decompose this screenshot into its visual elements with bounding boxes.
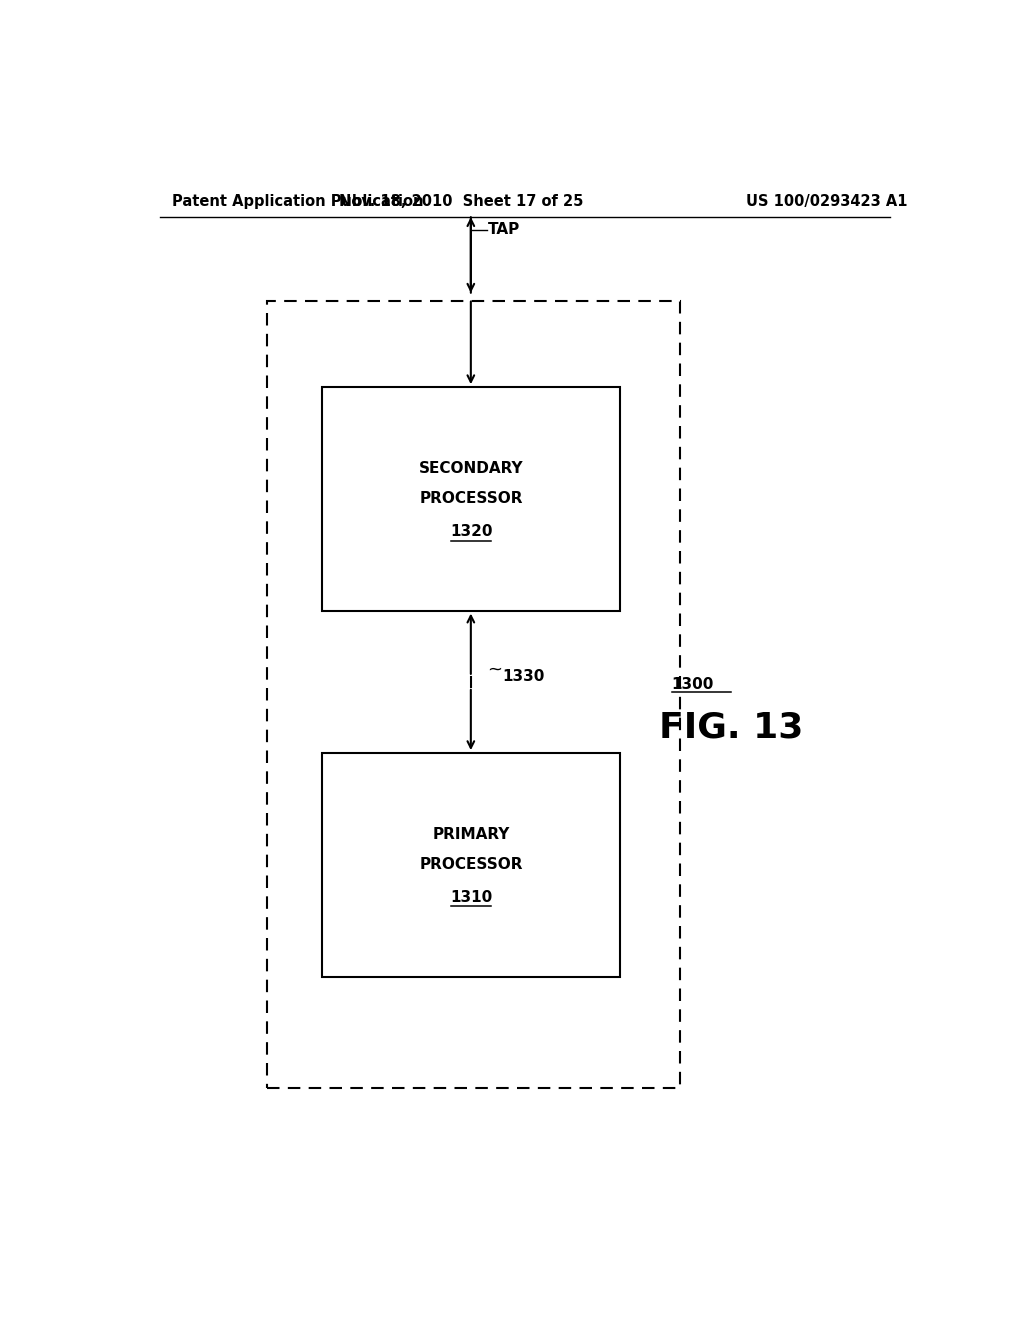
Text: TAP: TAP xyxy=(488,222,520,238)
Text: US 100/0293423 A1: US 100/0293423 A1 xyxy=(745,194,907,209)
Text: Nov. 18, 2010  Sheet 17 of 25: Nov. 18, 2010 Sheet 17 of 25 xyxy=(339,194,584,209)
Text: PRIMARY: PRIMARY xyxy=(432,826,510,842)
Text: FIG. 13: FIG. 13 xyxy=(659,710,803,744)
Bar xyxy=(267,301,680,1089)
Text: PROCESSOR: PROCESSOR xyxy=(420,857,523,873)
Bar xyxy=(323,752,621,977)
Text: PROCESSOR: PROCESSOR xyxy=(420,491,523,507)
Text: ~: ~ xyxy=(486,660,502,678)
Bar xyxy=(323,387,621,611)
Text: 1320: 1320 xyxy=(450,524,493,539)
Text: 1300: 1300 xyxy=(672,677,714,692)
Text: Patent Application Publication: Patent Application Publication xyxy=(172,194,423,209)
Text: 1310: 1310 xyxy=(451,890,493,904)
Text: 1330: 1330 xyxy=(503,669,545,684)
Text: SECONDARY: SECONDARY xyxy=(419,461,523,477)
